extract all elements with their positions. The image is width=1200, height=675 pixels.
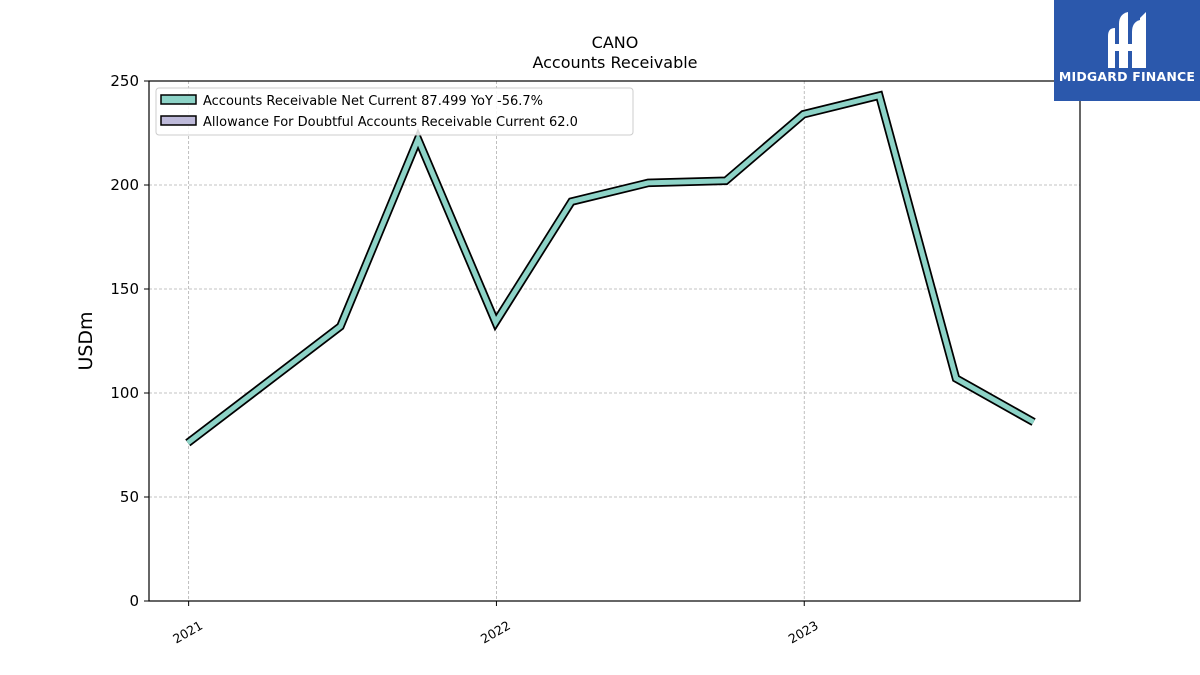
chart-subtitle: Accounts Receivable	[532, 53, 697, 72]
logo-mark-icon	[1108, 12, 1146, 68]
y-tick-label-50: 50	[120, 488, 139, 506]
x-axis: 2021 2022 2023	[170, 601, 821, 647]
y-tick-label-150: 150	[110, 280, 139, 298]
x-tick-label-2023: 2023	[786, 618, 821, 647]
legend-swatch-allowance	[160, 115, 197, 126]
legend-swatch-ar-net	[160, 94, 197, 105]
legend-box	[155, 87, 634, 136]
y-tick-label-250: 250	[110, 72, 139, 90]
series-layer	[185, 90, 1036, 447]
x-tick-label-2021: 2021	[170, 618, 205, 647]
series-0-outline	[185, 90, 1036, 447]
grid-lines	[149, 80, 1080, 601]
chart-title: CANO	[592, 33, 639, 52]
midgard-finance-logo: MIDGARD FINANCE	[1054, 0, 1200, 101]
legend: Accounts Receivable Net Current 87.499 Y…	[155, 87, 634, 136]
x-tick-label-2022: 2022	[478, 618, 513, 647]
legend-label-ar-net: Accounts Receivable Net Current 87.499 Y…	[203, 94, 543, 109]
y-tick-label-100: 100	[110, 384, 139, 402]
series-0-line	[186, 92, 1035, 445]
y-axis-label: USDm	[75, 311, 97, 370]
plot-frame	[148, 80, 1081, 602]
legend-label-allowance: Allowance For Doubtful Accounts Receivab…	[203, 115, 578, 130]
y-tick-label-0: 0	[129, 592, 139, 610]
y-axis: 0 50 100 150 200 250	[110, 72, 149, 610]
y-tick-label-200: 200	[110, 176, 139, 194]
logo-text: MIDGARD FINANCE	[1058, 69, 1196, 84]
